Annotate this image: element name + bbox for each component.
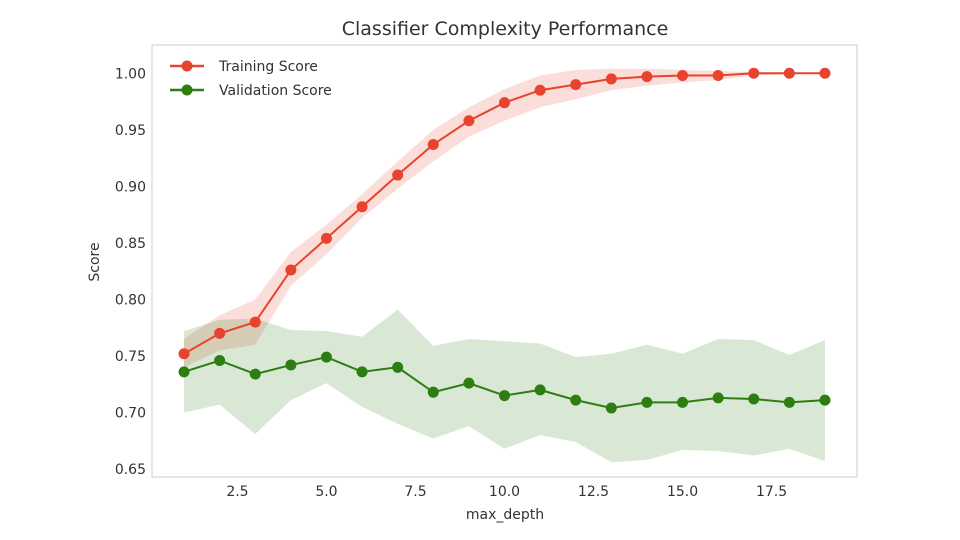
legend-item-training: Training Score: [170, 59, 318, 75]
point-validation-8: [427, 386, 439, 398]
point-validation-4: [285, 359, 297, 371]
y-axis-label: Score: [87, 242, 103, 281]
y-tick-label: 0.80: [115, 292, 146, 308]
y-tick-label: 0.95: [115, 123, 146, 139]
point-validation-6: [356, 366, 368, 378]
y-axis-ticks: 0.65 0.70 0.75 0.80 0.85 0.90 0.95 1.00: [115, 66, 146, 478]
point-validation-12: [570, 394, 582, 406]
point-validation-19: [819, 394, 831, 406]
x-tick-label: 10.0: [489, 484, 520, 500]
point-training-8: [427, 139, 439, 151]
point-validation-10: [499, 390, 510, 402]
y-tick-label: 0.90: [115, 179, 146, 195]
x-tick-label: 12.5: [578, 484, 609, 500]
point-training-2: [214, 327, 226, 339]
legend: Training Score Validation Score: [170, 59, 332, 99]
y-tick-label: 0.70: [115, 406, 146, 422]
confidence-bands: [184, 68, 825, 463]
legend-label-validation: Validation Score: [219, 83, 332, 99]
y-tick-label: 0.85: [115, 236, 146, 252]
x-tick-label: 17.5: [756, 484, 787, 500]
band-training: [184, 68, 825, 368]
point-validation-18: [783, 396, 795, 408]
legend-label-training: Training Score: [218, 59, 318, 75]
x-axis-label: max_depth: [466, 507, 544, 523]
point-training-18: [783, 67, 795, 79]
x-tick-label: 7.5: [404, 484, 426, 500]
point-validation-16: [712, 392, 724, 404]
chart-title: Classifier Complexity Performance: [342, 18, 669, 40]
point-training-9: [463, 115, 475, 127]
point-training-19: [819, 67, 831, 79]
y-tick-label: 0.75: [115, 349, 146, 365]
point-training-6: [356, 201, 368, 213]
band-validation: [184, 309, 825, 463]
point-training-1: [178, 348, 190, 360]
point-training-13: [605, 73, 617, 85]
point-training-16: [712, 70, 724, 82]
point-validation-14: [641, 396, 653, 408]
point-validation-3: [249, 368, 261, 380]
point-validation-11: [534, 384, 546, 396]
point-validation-13: [605, 402, 617, 414]
x-tick-label: 15.0: [667, 484, 698, 500]
legend-item-validation: Validation Score: [170, 83, 332, 99]
x-tick-label: 2.5: [226, 484, 248, 500]
point-training-5: [320, 232, 332, 244]
point-validation-9: [463, 377, 475, 389]
point-training-17: [748, 67, 760, 79]
x-axis-ticks: 2.5 5.0 7.5 10.0 12.5 15.0 17.5: [226, 484, 787, 500]
point-validation-5: [320, 351, 332, 363]
legend-marker-validation: [181, 84, 193, 96]
point-training-7: [392, 169, 404, 181]
point-validation-17: [748, 393, 760, 405]
point-training-14: [641, 71, 653, 83]
x-tick-label: 5.0: [315, 484, 337, 500]
point-training-15: [677, 70, 689, 82]
point-validation-15: [677, 396, 689, 408]
point-validation-2: [214, 355, 226, 367]
point-validation-1: [178, 366, 190, 378]
point-training-4: [285, 264, 297, 276]
series-markers: [178, 67, 831, 414]
point-training-12: [570, 79, 582, 91]
point-training-10: [499, 97, 510, 109]
point-training-11: [534, 84, 546, 96]
point-training-3: [249, 316, 261, 328]
plot-area: [151, 44, 858, 478]
y-tick-label: 1.00: [115, 66, 146, 82]
point-validation-7: [392, 361, 404, 373]
legend-marker-training: [181, 60, 193, 72]
y-tick-label: 0.65: [115, 462, 146, 478]
